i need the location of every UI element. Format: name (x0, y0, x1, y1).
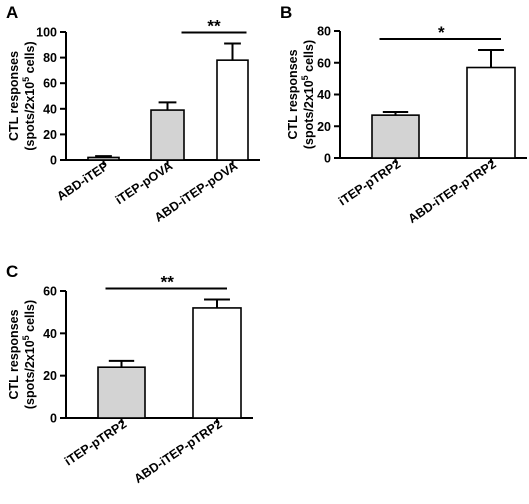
y-axis-title-line2-suffix: cells) (302, 40, 316, 75)
y-axis-title-line1: CTL responses (7, 51, 21, 141)
y-axis-title-line1: CTL responses (286, 49, 300, 139)
y-axis-title-line2-suffix: cells) (23, 300, 37, 335)
y-axis-title: CTL responses (spots/2x105 cells) (7, 41, 37, 150)
category-label: iTEP-pTRP2 (336, 157, 403, 209)
significance-label: * (438, 23, 445, 42)
y-tick-label: 80 (317, 25, 331, 39)
y-tick-label: 0 (324, 152, 331, 166)
y-tick-label: 20 (317, 120, 331, 134)
y-axis-title-line2-prefix: (spots/2x10 (302, 80, 316, 149)
y-axis-title-superscript: 5 (300, 75, 310, 80)
category-label: ABD-iTEP-pTRP2 (132, 417, 225, 486)
y-tick-label: 20 (43, 369, 57, 383)
bar (466, 66, 516, 159)
category-label: ABD-iTEP-pTRP2 (406, 157, 499, 226)
category-label: iTEP-pOVA (113, 159, 175, 207)
panel-label: C (6, 262, 18, 281)
panel-a: A CTL responses (spots/2x105 cells) 0 20 40 60… (6, 3, 260, 225)
category-label: iTEP-pTRP2 (62, 417, 129, 469)
bar (97, 366, 146, 419)
y-axis-title-line2-prefix: (spots/2x10 (23, 340, 37, 409)
bar (150, 109, 185, 161)
y-tick-label: 20 (43, 128, 57, 142)
y-tick-label: 60 (43, 285, 57, 299)
y-axis-title-line1: CTL responses (7, 309, 21, 399)
y-tick-label: 100 (36, 26, 57, 40)
significance-label: ** (161, 272, 175, 291)
panel-label: A (6, 3, 18, 22)
y-tick-label: 60 (317, 56, 331, 70)
panel-label: B (280, 3, 292, 22)
y-tick-label: 40 (43, 102, 57, 116)
y-tick-label: 40 (317, 88, 331, 102)
y-tick-label: 60 (43, 77, 57, 91)
y-axis-title-line2-suffix: cells) (23, 41, 37, 76)
y-axis-title-superscript: 5 (21, 335, 31, 340)
bar (192, 307, 242, 419)
panel-c: C CTL responses (spots/2x105 cells) 0 20 40 60… (6, 262, 253, 486)
y-tick-label: 0 (50, 154, 57, 168)
panel-b: B CTL responses (spots/2x105 cells) 0 20 40 60… (280, 3, 527, 226)
bar (216, 59, 249, 161)
y-tick-label: 40 (43, 327, 57, 341)
y-axis-title-line2-prefix: (spots/2x10 (23, 82, 37, 151)
y-axis-title: CTL responses (spots/2x105 cells) (286, 40, 316, 149)
y-tick-label: 80 (43, 51, 57, 65)
y-axis-title-superscript: 5 (21, 77, 31, 82)
y-tick-label: 0 (50, 412, 57, 426)
category-label: ABD-iTEP (54, 159, 111, 204)
bar (371, 114, 420, 159)
y-axis-title: CTL responses (spots/2x105 cells) (7, 300, 37, 409)
significance-label: ** (207, 17, 221, 36)
